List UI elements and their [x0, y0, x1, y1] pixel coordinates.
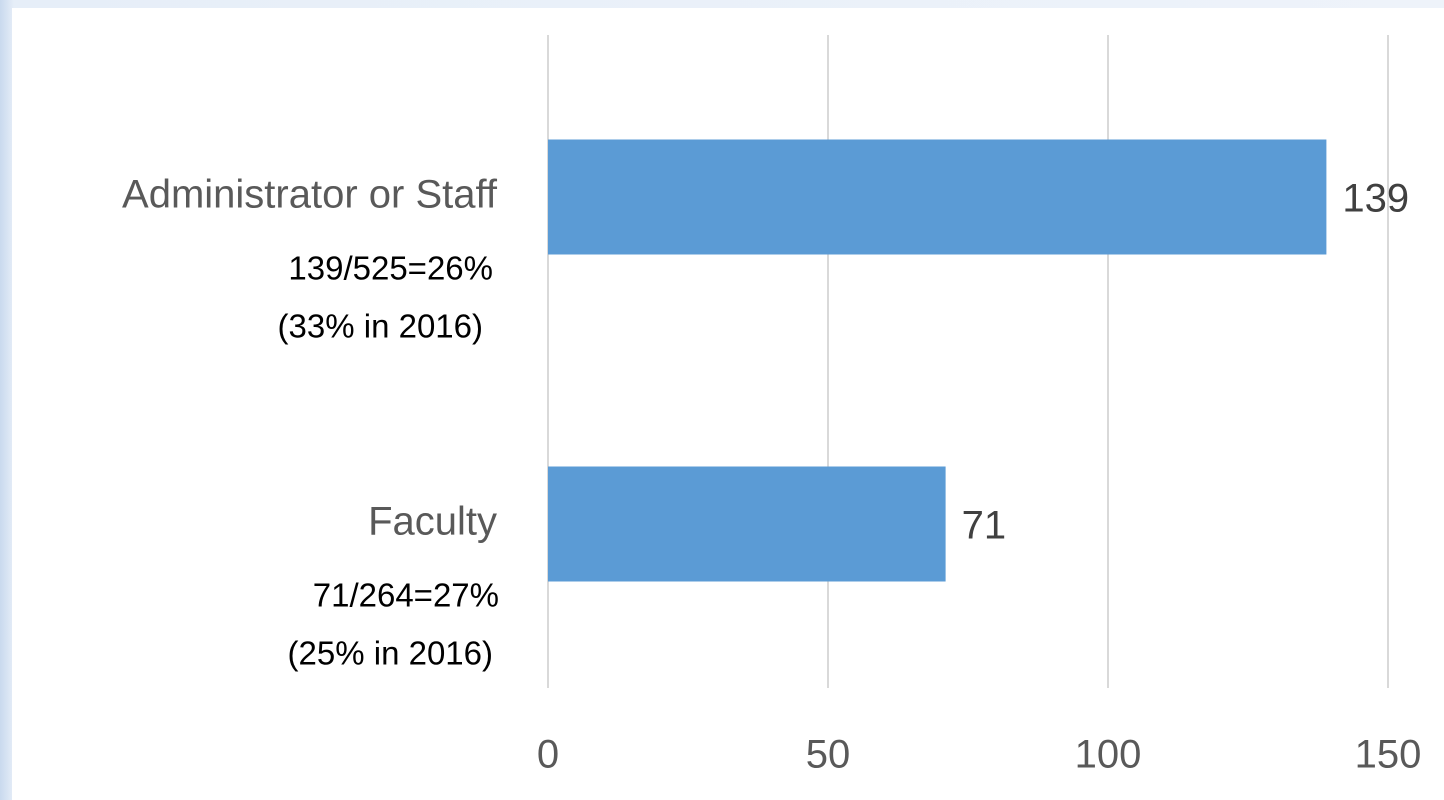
x-tick-label: 150 [1355, 733, 1422, 777]
annotation: (25% in 2016) [288, 635, 493, 672]
category-label: Faculty [368, 500, 497, 544]
annotation: 139/525=26% [288, 250, 493, 287]
annotation: 71/264=27% [313, 577, 499, 614]
bar [548, 139, 1327, 255]
value-label: 139 [1342, 177, 1409, 221]
x-tick-label: 50 [806, 733, 851, 777]
annotation: (33% in 2016) [278, 308, 483, 345]
chart-area [12, 8, 1444, 800]
x-tick-label: 100 [1075, 733, 1142, 777]
bar [548, 466, 946, 582]
value-label: 71 [962, 504, 1007, 548]
x-tick-label: 0 [537, 733, 559, 777]
category-label: Administrator or Staff [122, 173, 498, 217]
